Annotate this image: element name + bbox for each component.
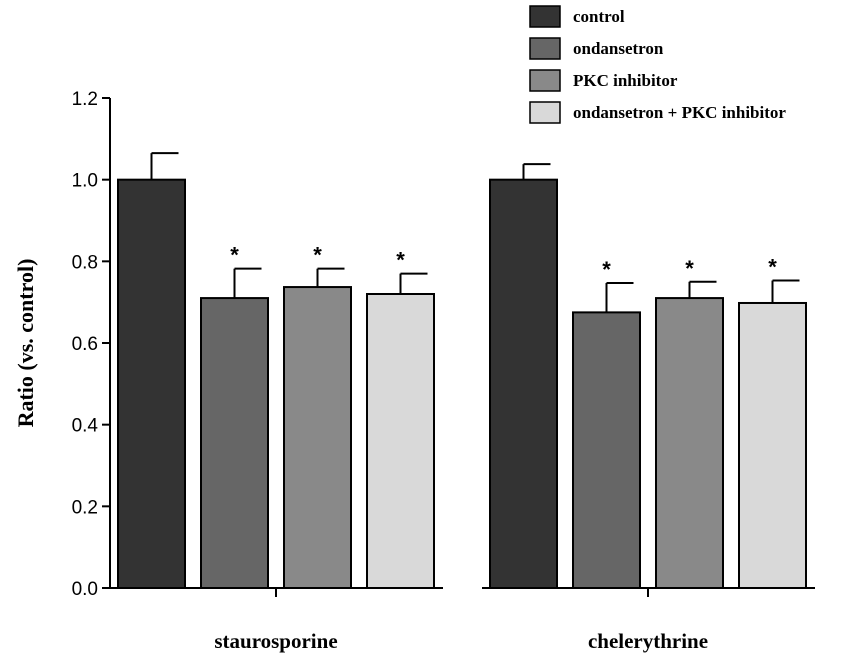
significance-marker: * bbox=[313, 243, 322, 268]
significance-marker: * bbox=[602, 257, 611, 282]
y-tick-label: 0.0 bbox=[72, 579, 98, 600]
y-tick-label: 0.8 bbox=[72, 252, 98, 273]
bars: * * * * * * bbox=[117, 152, 807, 590]
legend-label: PKC inhibitor bbox=[573, 71, 678, 90]
x-tick-label: staurosporine bbox=[214, 629, 337, 653]
y-tick-label: 0.2 bbox=[72, 497, 98, 518]
bar bbox=[655, 297, 724, 589]
legend-swatch bbox=[529, 69, 561, 92]
bar-group-staurosporine: * * * bbox=[117, 152, 435, 590]
legend-item: PKC inhibitor bbox=[529, 69, 678, 92]
bar bbox=[117, 178, 186, 590]
y-tick-label: 1.0 bbox=[72, 171, 98, 192]
x-axis: staurosporine chelerythrine bbox=[110, 587, 815, 653]
significance-marker: * bbox=[768, 255, 777, 280]
bar bbox=[200, 297, 269, 589]
legend-swatch bbox=[529, 5, 561, 28]
legend-swatch bbox=[529, 101, 561, 124]
y-tick-label: 1.2 bbox=[72, 89, 98, 110]
y-tick-label: 0.4 bbox=[72, 416, 99, 437]
legend-item: ondansetron bbox=[529, 37, 664, 60]
bar bbox=[283, 286, 352, 589]
legend-label: control bbox=[573, 7, 625, 26]
legend-label: ondansetron + PKC inhibitor bbox=[573, 103, 786, 122]
bar bbox=[366, 293, 435, 589]
bar-group-chelerythrine: * * * bbox=[489, 163, 807, 590]
legend-item: ondansetron + PKC inhibitor bbox=[529, 101, 786, 124]
x-tick-label: chelerythrine bbox=[588, 629, 708, 653]
significance-marker: * bbox=[396, 248, 405, 273]
legend: control ondansetron PKC inhibitor ondansetr… bbox=[529, 5, 786, 124]
y-tick-label: 0.6 bbox=[72, 334, 98, 355]
legend-swatch bbox=[529, 37, 561, 60]
y-axis: 0.0 0.2 0.4 0.6 0.8 1.0 1.2 bbox=[72, 89, 111, 600]
y-axis-label: Ratio (vs. control) bbox=[13, 259, 38, 428]
significance-marker: * bbox=[230, 243, 239, 268]
bar bbox=[489, 178, 558, 590]
legend-item: control bbox=[529, 5, 625, 28]
bar bbox=[572, 311, 641, 589]
bar bbox=[738, 301, 807, 589]
legend-label: ondansetron bbox=[573, 39, 664, 58]
significance-marker: * bbox=[685, 256, 694, 281]
